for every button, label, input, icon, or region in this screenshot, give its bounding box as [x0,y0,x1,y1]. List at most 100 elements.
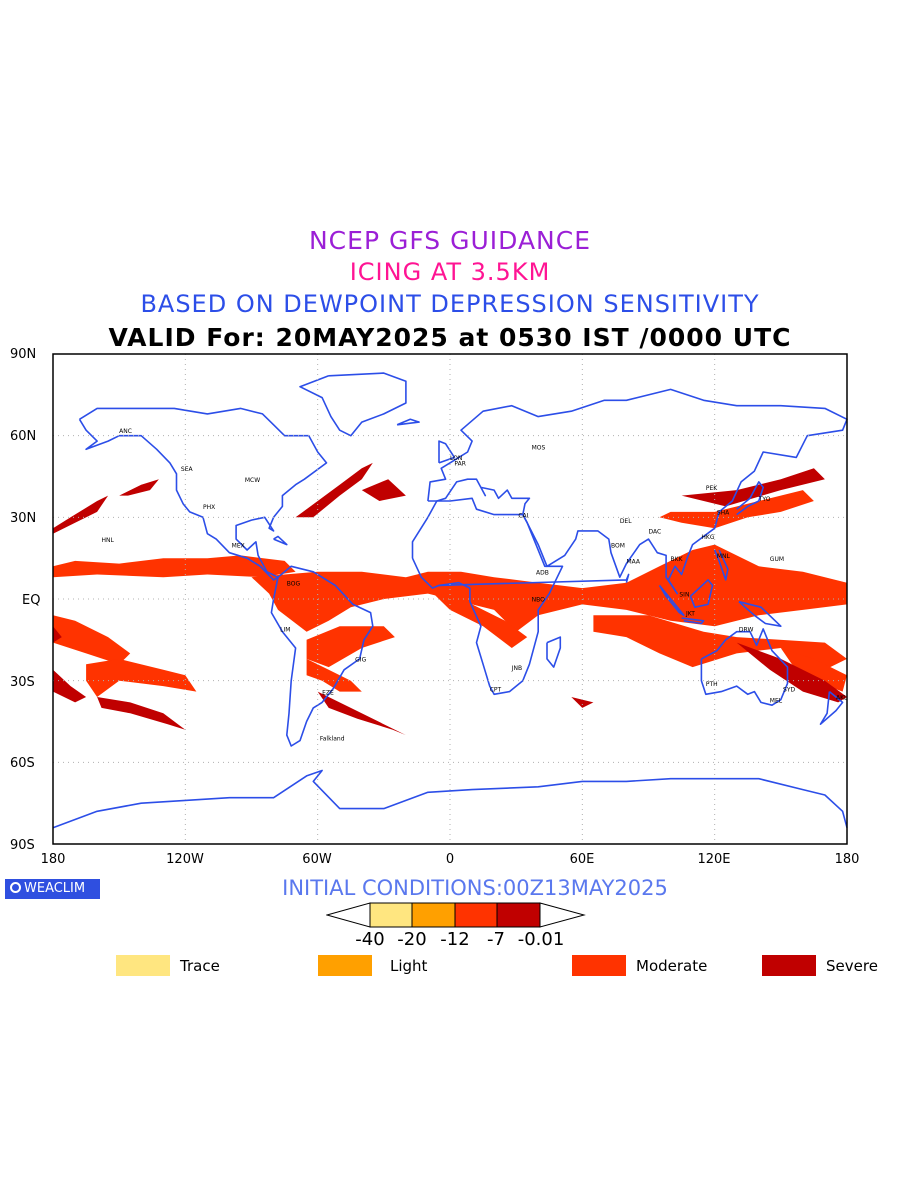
lon-label-120w: 120W [166,852,204,867]
coastline [819,690,844,726]
lon-label-60w: 60W [302,852,332,867]
colorbar-tick-2: -20 [397,929,427,950]
coastline [78,407,328,581]
station-label: AKL [836,695,848,702]
icing-region [53,669,87,703]
station-label: BKK [671,556,684,563]
station-label: PTH [706,681,718,688]
legend-label-moderate: Moderate [636,957,708,975]
station-label: ADB [536,570,549,577]
colorbar-box-severe [496,902,541,928]
station-label: EZE [322,689,334,696]
graticule [53,354,847,844]
station-label: GUM [770,556,784,563]
station-label: SIN [679,591,689,598]
logo-text: WEACLIM [24,881,86,896]
legend-swatch-trace [116,955,170,976]
icing-region [780,648,847,692]
colorbar-tick-5: -0.01 [517,929,565,950]
station-label: Falkland [320,736,345,743]
icing-region [119,479,159,496]
legend-label-trace: Trace [180,957,220,975]
station-label: MEL [770,697,783,704]
colorbar-box-light [411,902,456,928]
coastline [438,573,630,587]
coastline [658,584,685,617]
coastline [689,579,714,609]
icing-region [53,626,62,643]
lat-label-30n: 30N [10,511,37,526]
lat-label-90n: 90N [10,347,37,362]
lon-label-0: 0 [445,852,455,867]
title-line-3: BASED ON DEWPOINT DEPRESSION SENSITIVITY [140,290,760,318]
title-line-1: NCEP GFS GUIDANCE [308,226,591,255]
station-label: NBO [532,597,545,604]
station-label: MNL [717,553,731,560]
icing-region [53,495,109,534]
coastline [396,418,420,426]
lon-label-180w: 180 [40,852,66,867]
station-label: JNB [511,665,522,672]
lon-label-120e: 120E [697,852,731,867]
coastline [273,535,288,546]
lat-label-eq: EQ [22,593,41,608]
weaclim-logo: WEACLIM [5,879,100,899]
icing-region [306,658,362,692]
station-label: LIM [280,627,290,634]
colorbar-tick-1: -40 [355,929,385,950]
station-label: DEL [620,518,632,525]
station-label: LON [450,455,462,462]
lat-label-60n: 60N [10,429,37,444]
station-label: MAA [626,559,640,566]
colorbar-right-arrow [539,902,586,928]
colorbar-left-arrow [326,902,371,928]
station-label: DRW [739,627,754,634]
coastline [427,388,848,595]
station-label: SEA [181,466,194,473]
icing-region [295,462,373,518]
station-label: PEK [706,485,718,492]
station-label: DAC [649,529,662,536]
icing-map: ANC MCW PHX SEA MEX BOG LIM GIG EZE Falkland LONPA… [52,353,848,845]
icing-region [86,658,197,697]
icing-region [361,479,406,501]
station-label: TYO [758,496,771,503]
station-labels: ANC MCW PHX SEA MEX BOG LIM GIG EZE Falkland LONPA… [102,428,848,743]
coastline [270,565,374,747]
legend-label-light: Light [390,957,428,975]
coastline [438,440,456,464]
legend-swatch-light [318,955,372,976]
station-label: SYD [783,687,795,694]
icing-region [53,555,296,578]
colorbar [326,902,586,928]
icing-region [593,615,847,670]
lat-label-30s: 30S [10,675,35,690]
coastline [738,600,782,628]
station-label: PHX [203,504,215,511]
coastline [700,628,789,707]
coastline [299,372,407,437]
station-label: ANC [119,428,132,435]
station-label: HNL [102,537,115,544]
icing-region [251,544,847,632]
coastline [713,549,729,581]
station-label: GIG [355,657,366,664]
lon-label-180e: 180 [834,852,860,867]
station-label: HKG [701,534,714,541]
lat-label-90s: 90S [10,838,35,853]
icing-region [571,697,594,708]
icing-region [736,642,847,703]
coastlines [52,372,848,829]
icing-region [97,697,186,730]
legend-swatch-severe [762,955,816,976]
icing-region [681,468,825,507]
station-label: PAR [454,461,466,468]
coastline [52,769,848,829]
legend-label-severe: Severe [826,957,878,975]
station-label: BOM [611,542,625,549]
station-label: BOG [287,580,301,587]
icing-region [317,691,406,736]
legend-swatch-moderate [572,955,626,976]
title-line-2: ICING AT 3.5KM [349,258,551,286]
colorbar-tick-3: -12 [440,929,470,950]
